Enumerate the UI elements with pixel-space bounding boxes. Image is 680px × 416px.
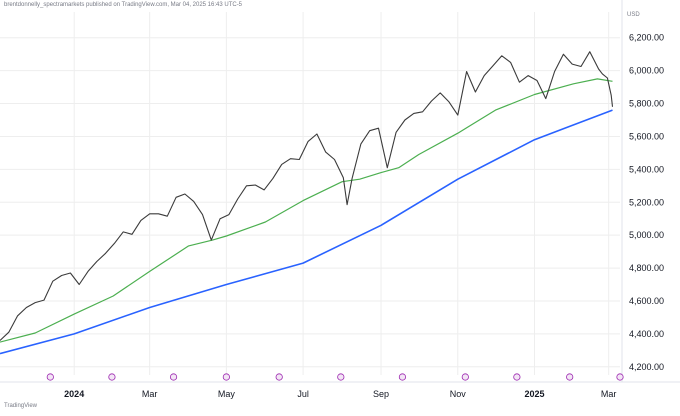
event-marker-icon	[46, 373, 54, 381]
tradingview-logo-text: TradingView	[4, 403, 38, 409]
moving-average-fast-line	[0, 78, 613, 343]
y-tick-label: 4,600.00	[629, 296, 664, 306]
y-tick-label: 4,800.00	[629, 263, 664, 273]
event-marker-icon	[108, 373, 116, 381]
publish-note: brentdonnelly_spectramarkets published o…	[4, 2, 243, 8]
y-tick-label: 5,400.00	[629, 164, 664, 174]
x-tick-label: Mar	[601, 389, 617, 399]
event-marker-icon	[461, 373, 469, 381]
y-tick-label: 4,200.00	[629, 362, 664, 372]
y-tick-label: 4,400.00	[629, 329, 664, 339]
currency-label: USD	[627, 12, 640, 18]
y-axis: 4,200.00 4,400.00 4,600.00 4,800.00 5,000.00…	[621, 0, 664, 382]
moving-average-slow-line	[0, 109, 613, 355]
y-tick-label: 6,200.00	[629, 33, 664, 43]
x-tick-label: May	[218, 389, 236, 399]
x-tick-label: Sep	[373, 389, 389, 399]
event-marker-icon	[398, 373, 407, 381]
series-lines	[0, 51, 614, 355]
x-tick-label: Nov	[450, 389, 467, 399]
grid	[0, 12, 620, 375]
y-tick-label: 5,000.00	[629, 230, 664, 240]
x-tick-label: 2024	[64, 389, 84, 399]
event-marker-icon	[513, 373, 521, 381]
x-tick-label: Mar	[142, 389, 158, 399]
event-marker-icon	[337, 373, 345, 381]
y-tick-label: 5,200.00	[629, 197, 664, 207]
y-tick-label: 5,600.00	[629, 131, 664, 141]
tradingview-logo: TradingView	[4, 403, 37, 409]
event-marker-icon	[566, 373, 574, 381]
event-marker-icon	[275, 373, 283, 381]
event-marker-icon	[222, 373, 230, 381]
event-markers	[46, 373, 624, 381]
y-tick-label: 6,000.00	[629, 66, 664, 76]
x-tick-label: Jul	[297, 389, 309, 399]
event-marker-icon	[616, 373, 624, 381]
event-marker-icon	[169, 373, 178, 381]
y-tick-label: 5,800.00	[629, 99, 664, 109]
x-tick-label: 2025	[524, 389, 544, 399]
price-line	[0, 51, 614, 341]
x-axis: 2024 Mar May Jul Sep Nov 2025 Mar	[0, 381, 680, 399]
